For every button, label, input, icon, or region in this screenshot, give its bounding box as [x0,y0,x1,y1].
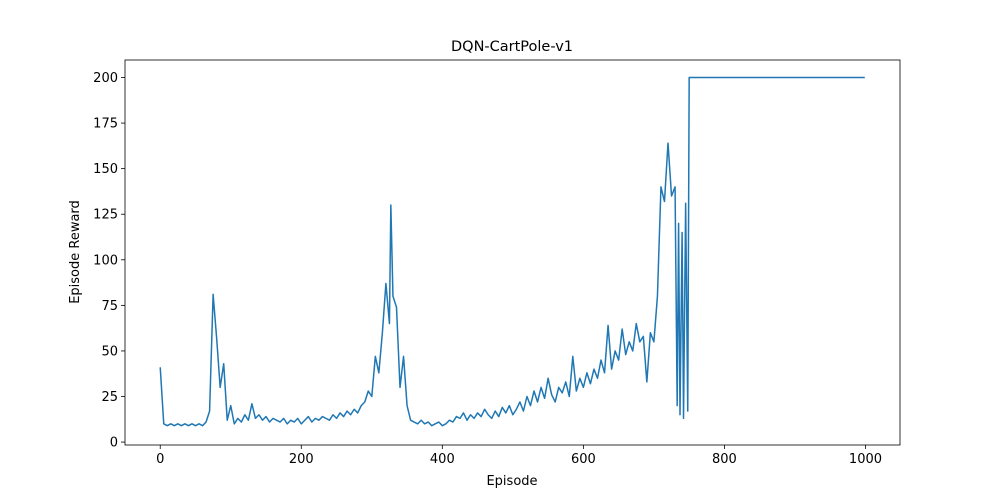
y-tick-label: 75 [101,299,118,314]
x-tick-label: 200 [289,452,314,467]
chart-title: DQN-CartPole-v1 [451,39,573,55]
y-tick-label: 150 [93,162,118,177]
x-tick-label: 1000 [849,452,882,467]
data-line [159,76,865,427]
y-tick-label: 25 [101,390,118,405]
x-tick-label: 600 [571,452,596,467]
x-tick-label: 800 [712,452,737,467]
y-axis-label: Episode Reward [68,200,83,304]
y-tick-label: 0 [110,436,118,451]
x-tick-label: 400 [430,452,455,467]
y-tick-label: 100 [93,253,118,268]
x-tick-label: 0 [156,452,164,467]
y-tick-label: 175 [93,117,118,132]
x-axis-label: Episode [486,474,537,489]
axes-frame [124,59,901,446]
y-tick-label: 200 [93,71,118,86]
y-tick-label: 50 [101,344,118,359]
y-tick-label: 125 [93,208,118,223]
